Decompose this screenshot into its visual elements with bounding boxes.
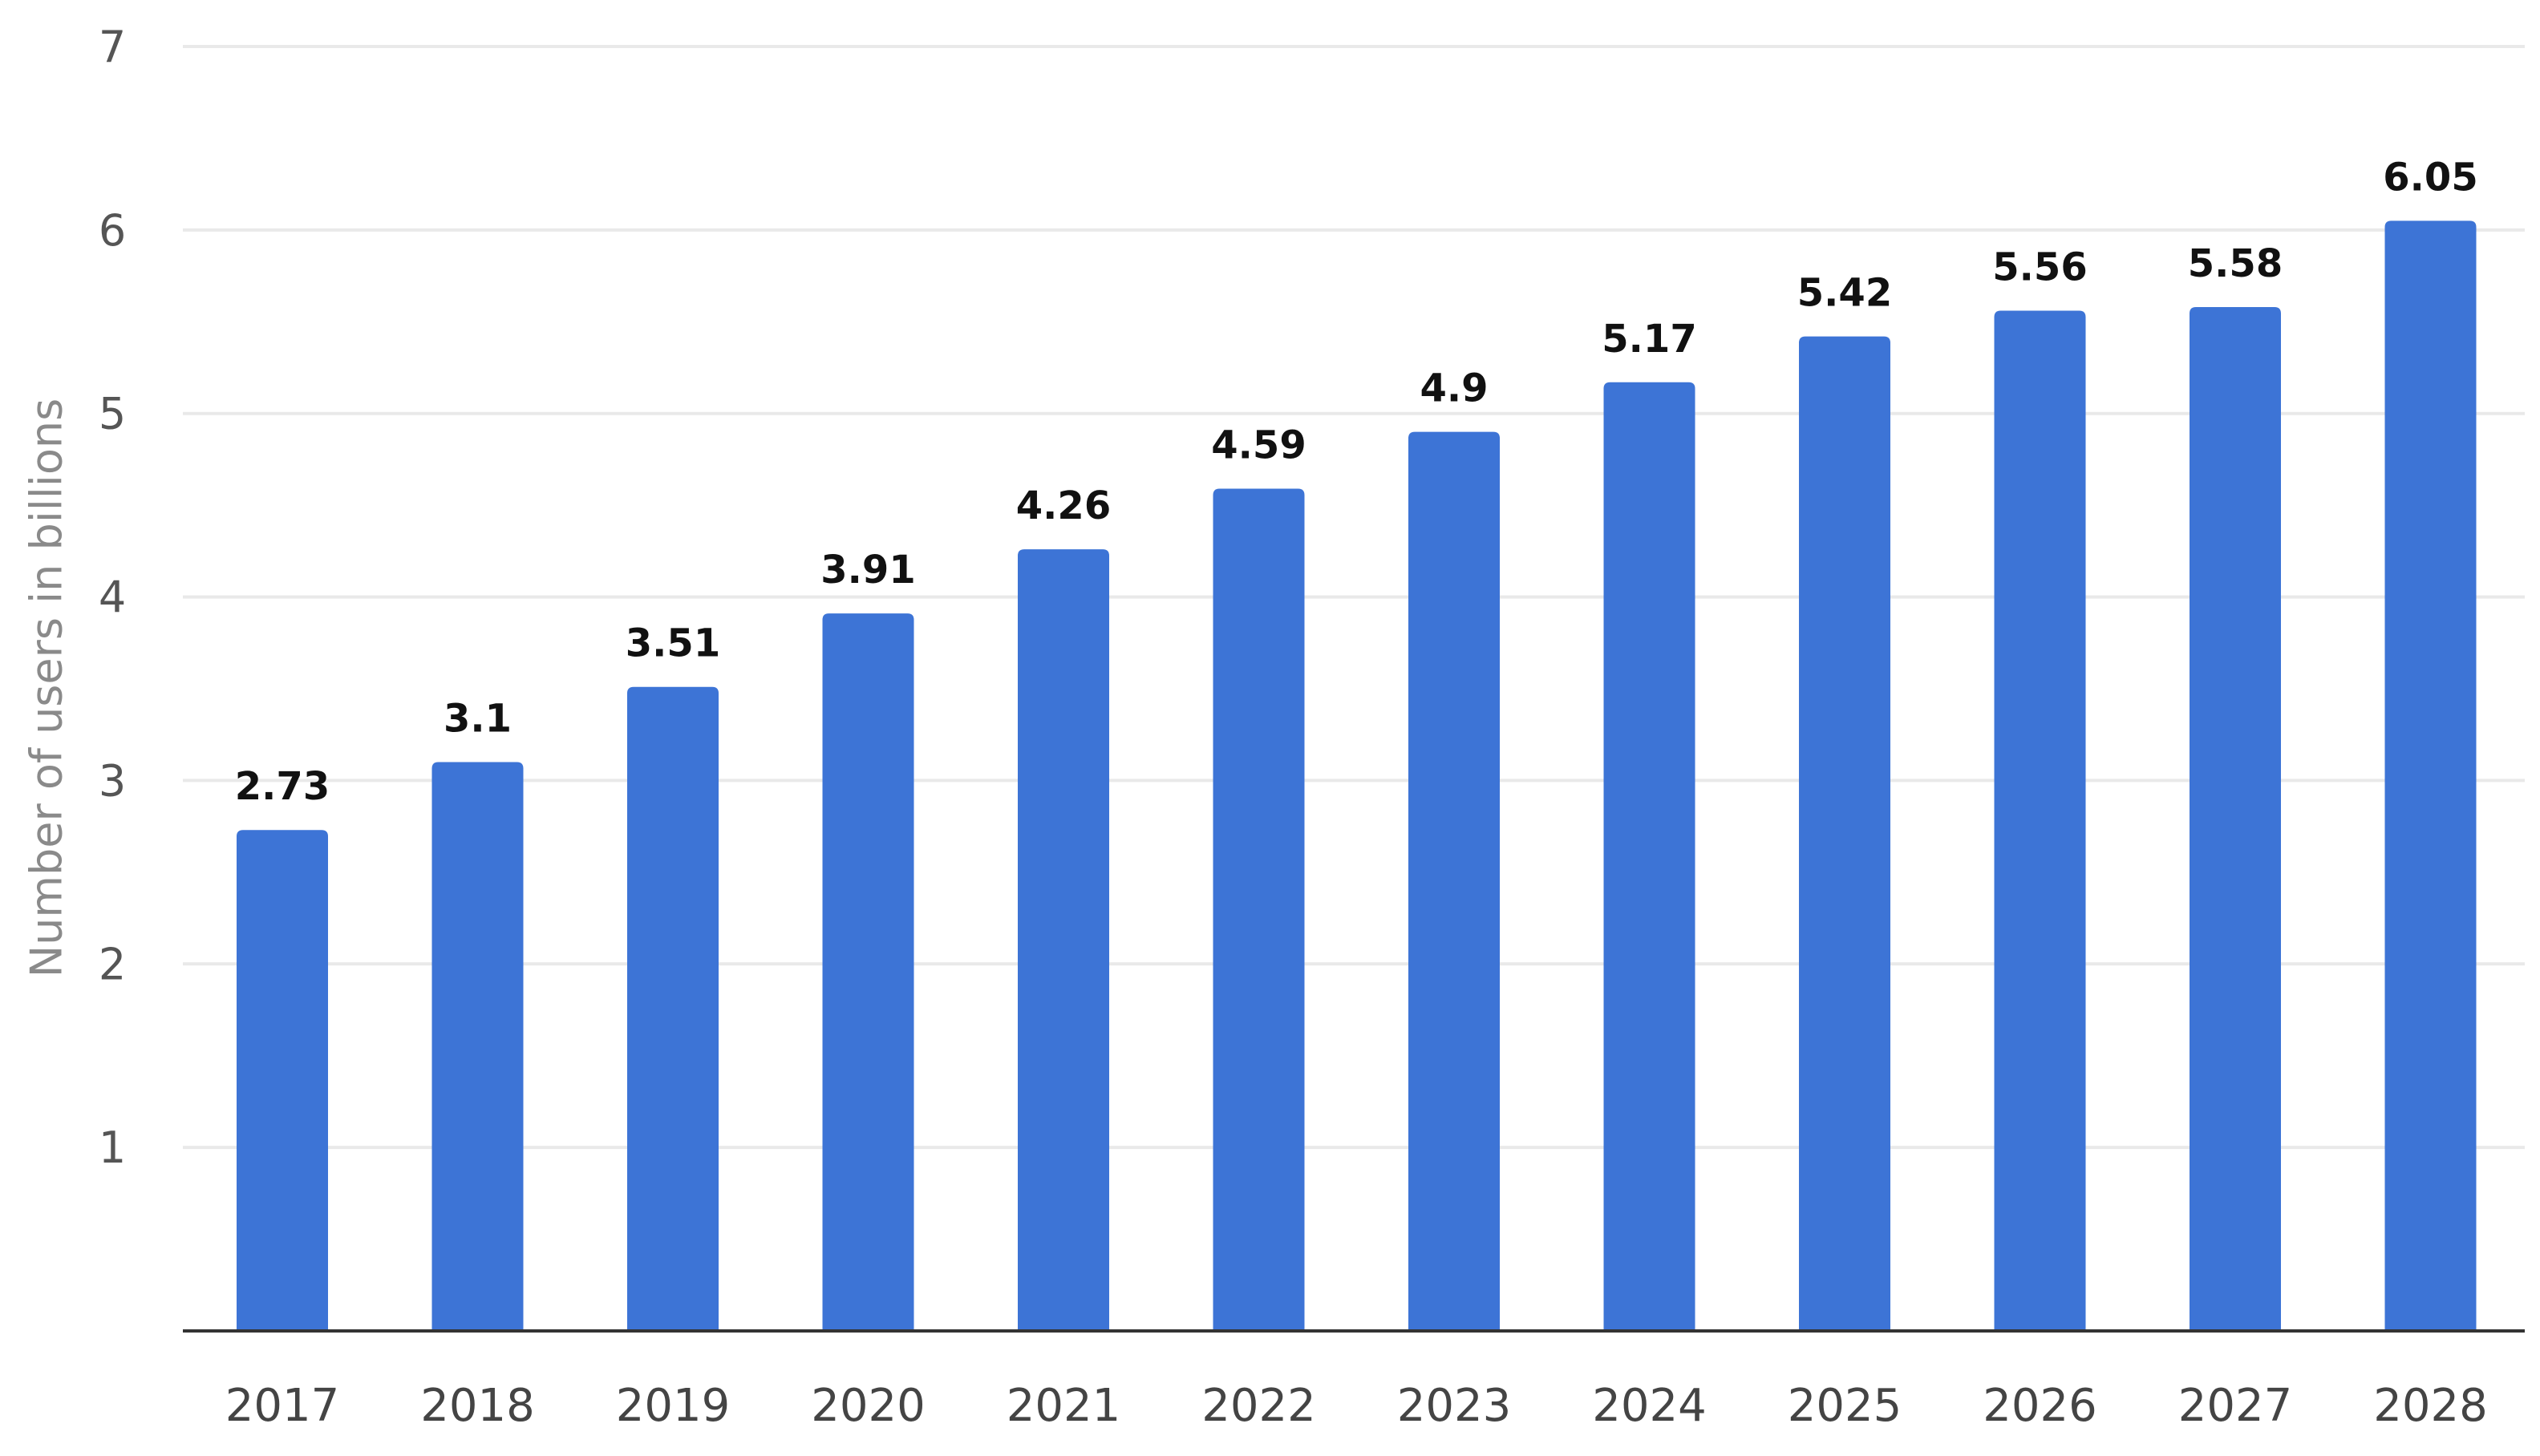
bar-2020 [822, 613, 914, 1331]
bar-2027 [2190, 306, 2281, 1331]
bars [237, 220, 2477, 1332]
x-tick-label: 2023 [1397, 1380, 1512, 1432]
x-tick-label: 2024 [1592, 1380, 1707, 1432]
y-axis-label: Number of users in billions [22, 398, 72, 977]
value-label: 4.26 [1016, 483, 1111, 528]
y-tick-label: 7 [99, 22, 126, 72]
x-tick-label: 2019 [616, 1380, 731, 1432]
y-tick-label: 2 [99, 939, 126, 989]
x-tick-label: 2022 [1201, 1380, 1316, 1432]
x-axis-ticks: 2017 2018 2019 2020 2021 2022 2023 2024 2025 2026… [225, 1380, 2488, 1432]
value-label: 5.56 [1992, 245, 2087, 290]
value-label: 3.51 [626, 621, 720, 666]
x-tick-label: 2027 [2178, 1380, 2293, 1432]
x-tick-label: 2017 [225, 1380, 340, 1432]
value-label: 5.42 [1797, 271, 1892, 316]
y-tick-label: 5 [99, 389, 126, 439]
y-tick-label: 6 [99, 205, 126, 256]
value-label: 4.59 [1211, 423, 1306, 468]
bar-2019 [627, 686, 719, 1331]
x-tick-label: 2026 [1983, 1380, 2097, 1432]
bar-2022 [1213, 488, 1305, 1332]
value-label: 2.73 [235, 764, 330, 809]
value-label: 3.1 [444, 697, 512, 742]
value-label: 5.17 [1602, 317, 1696, 362]
y-tick-label: 1 [99, 1122, 126, 1173]
y-tick-label: 4 [99, 572, 126, 623]
bar-2025 [1799, 336, 1890, 1332]
x-tick-label: 2021 [1007, 1380, 1121, 1432]
bar-2028 [2384, 220, 2477, 1331]
y-axis-ticks: 1 2 3 4 5 6 7 [99, 22, 126, 1173]
bar-2026 [1994, 310, 2086, 1331]
bar-2021 [1018, 549, 1109, 1331]
bar-2024 [1603, 382, 1695, 1331]
x-tick-label: 2025 [1788, 1380, 1902, 1432]
value-labels: 2.73 3.1 3.51 3.91 4.26 4.59 4.9 5.17 5.42 5.56 5.… [235, 155, 2478, 809]
bar-2023 [1408, 431, 1500, 1331]
value-label: 6.05 [2383, 155, 2477, 200]
value-label: 3.91 [820, 548, 915, 593]
gridlines [183, 45, 2525, 1150]
bar-2017 [237, 830, 328, 1331]
bar-2018 [431, 762, 524, 1331]
y-tick-label: 3 [99, 755, 126, 806]
x-tick-label: 2028 [2373, 1380, 2488, 1432]
x-tick-label: 2018 [420, 1380, 535, 1432]
value-label: 5.58 [2188, 241, 2283, 286]
x-tick-label: 2020 [811, 1380, 926, 1432]
value-label: 4.9 [1420, 366, 1488, 411]
